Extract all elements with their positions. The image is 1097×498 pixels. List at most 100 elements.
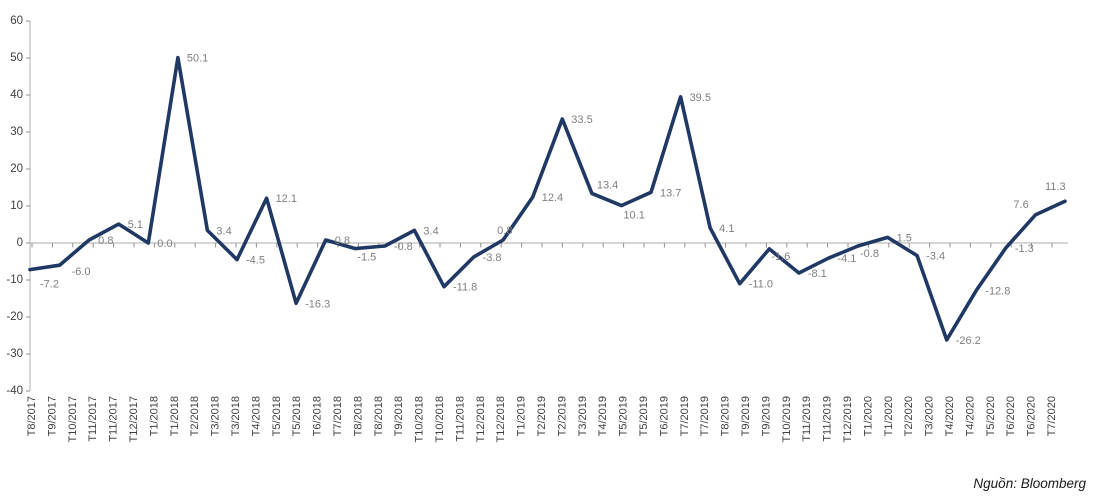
x-axis-tick-label: T4/2020 [964,396,976,436]
data-point-label: -12.8 [985,285,1010,297]
y-axis-tick-label: 40 [10,89,23,101]
x-axis-tick-label: T11/2017 [87,396,99,442]
x-axis-tick-label: T6/2020 [1026,396,1038,436]
x-axis-tick-label: T1/2019 [516,396,528,436]
x-axis-tick-label: T8/2019 [720,396,732,436]
data-point-label: -7.2 [40,279,59,291]
data-point-label: 5.1 [128,219,143,231]
x-axis-tick-label: T11/2019 [822,396,834,442]
x-axis-tick-label: T12/2019 [842,396,854,442]
x-axis-tick-label: T7/2018 [332,396,344,436]
x-axis-tick-label: T4/2018 [250,396,262,436]
data-point-label: -4.1 [837,253,856,265]
data-point-label: 0.8 [335,235,350,247]
data-point-label: -11.8 [453,282,477,294]
x-axis-tick-label: T8/2017 [26,396,38,436]
data-point-label: 3.4 [216,225,231,237]
x-axis-tick-label: T3/2018 [230,396,242,436]
x-axis-tick-label: T5/2019 [638,396,650,436]
data-point-label: 0.8 [497,225,512,237]
y-axis-tick-label: 10 [10,200,23,212]
data-point-label: -1.5 [357,252,376,264]
x-axis-tick-label: T5/2019 [618,396,630,436]
x-axis-tick-label: T12/2017 [128,396,140,442]
x-axis-tick-label: T10/2019 [781,396,793,442]
data-series-line [28,55,1067,342]
y-axis-tick-label: 20 [10,163,23,175]
x-axis-tick-label: T3/2018 [210,396,222,436]
data-point-label: -8.1 [808,268,827,280]
x-axis-tick-label: T2/2018 [189,396,201,436]
x-axis-tick-label: T12/2018 [475,396,487,442]
x-axis-tick-label: T5/2018 [291,396,303,436]
x-axis-tick-label: T6/2019 [658,396,670,436]
data-point-label: 0.0 [157,238,172,250]
data-point-label: -1.6 [771,251,790,263]
x-axis-tick-label: T1/2020 [862,396,874,436]
x-axis-tick-label: T1/2018 [148,396,160,436]
x-axis-tick-label: T7/2019 [699,396,711,436]
data-point-label: -11.0 [749,279,773,291]
x-axis-tick-label: T9/2018 [393,396,405,436]
x-axis-tick-label: T10/2018 [414,396,426,442]
y-axis-tick-label: -20 [6,311,23,323]
data-point-label: 13.4 [597,179,618,191]
x-axis-tick-label: T3/2019 [577,396,589,436]
data-point-label: -3.8 [483,252,502,264]
x-axis-tick-label: T6/2020 [1005,396,1017,436]
x-axis-tick-label: T10/2017 [67,396,79,442]
y-axis-tick-label: 60 [10,15,23,27]
data-point-label: -6.0 [72,266,91,278]
x-axis-tick-label: T5/2020 [985,396,997,436]
x-axis-tick-label: T11/2017 [108,396,120,442]
x-axis-tick-label: T8/2018 [352,396,364,436]
y-axis-tick-label: -30 [6,348,23,360]
data-point-label: 7.6 [1013,199,1028,211]
data-point-label: -3.4 [926,251,945,263]
y-axis-tick-label: -40 [6,385,23,397]
x-axis-tick-label: T2/2020 [903,396,915,436]
data-point-label: 39.5 [690,92,711,104]
data-point-label: 50.1 [187,53,208,65]
data-point-label: 10.1 [623,210,644,222]
data-point-label: -4.5 [246,255,265,267]
data-point-label: -0.8 [394,241,413,253]
x-axis-tick-label: T4/2019 [597,396,609,436]
source-note: Nguồn: Bloomberg [973,476,1086,491]
x-axis-tick-label: T2/2019 [556,396,568,436]
data-point-label: -16.3 [305,298,330,310]
y-axis-tick-label: -10 [6,274,23,286]
x-axis-tick-label: T3/2020 [924,396,936,436]
data-point-label: 4.1 [719,223,734,235]
data-point-label: 12.4 [542,192,563,204]
y-axis-tick-label: 50 [10,52,23,64]
data-point-label: 1.5 [897,232,912,244]
x-axis-tick-label: T1/2018 [169,396,181,436]
data-point-label: 13.7 [660,187,681,199]
data-point-label: -0.8 [860,248,879,260]
data-point-label: 0.8 [98,235,113,247]
x-axis-tick-label: T10/2018 [434,396,446,442]
y-axis-tick-label: 0 [17,237,23,249]
x-axis-tick-label: T11/2019 [801,396,813,442]
x-axis-tick-label: T1/2020 [883,396,895,436]
x-axis-tick-label: T2/2019 [536,396,548,436]
x-axis-tick-label: T7/2019 [679,396,691,436]
data-point-label: 12.1 [276,193,297,205]
x-axis-tick-label: T12/2018 [495,396,507,442]
x-axis-tick-label: T11/2018 [454,396,466,442]
data-point-label: 11.3 [1045,181,1066,193]
data-point-label: 33.5 [571,114,592,126]
y-axis-tick-label: 30 [10,126,23,138]
x-axis-tick-label: T9/2017 [46,396,58,436]
data-point-label: -1.3 [1015,243,1034,255]
x-axis-tick-label: T8/2018 [373,396,385,436]
data-point-label: 3.4 [423,225,438,237]
x-axis-tick-label: T4/2020 [944,396,956,436]
x-axis-tick-label: T7/2020 [1046,396,1058,436]
x-axis-tick-label: T9/2019 [740,396,752,436]
x-axis-tick-label: T5/2018 [271,396,283,436]
x-axis-tick-label: T6/2018 [312,396,324,436]
